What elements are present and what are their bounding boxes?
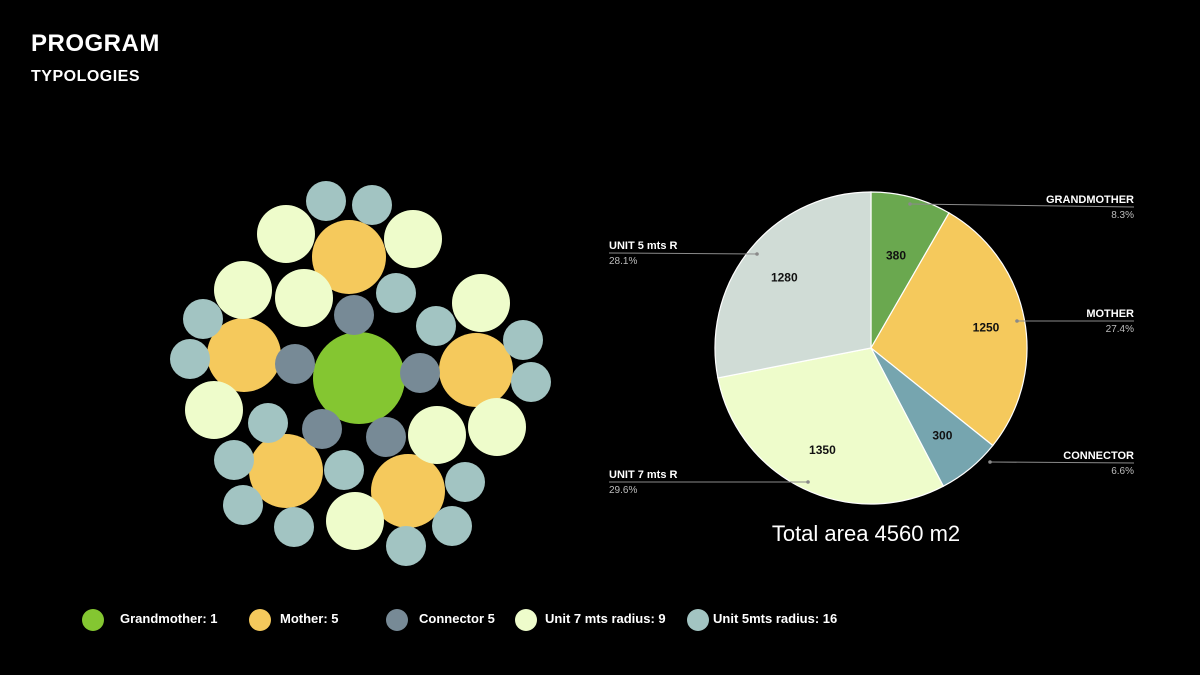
unit5-circle (416, 306, 456, 346)
pie-value-label: 380 (886, 249, 906, 263)
unit5-circle (306, 181, 346, 221)
callout-category-label: UNIT 7 mts R (609, 469, 678, 481)
unit5-circle (386, 526, 426, 566)
callout-leader-line (608, 252, 758, 255)
legend-swatch (249, 609, 271, 631)
callout-percentage-label: 6.6% (1111, 466, 1134, 477)
callout-anchor-dot (806, 480, 810, 484)
unit7-circle (326, 492, 384, 550)
unit7-circle (214, 261, 272, 319)
mother-circle (249, 434, 323, 508)
connector-circle (400, 353, 440, 393)
unit5-circle (376, 273, 416, 313)
callout-leader-line (909, 203, 1135, 208)
callout-percentage-label: 27.4% (1106, 324, 1134, 335)
legend-label: Mother: 5 (280, 611, 339, 626)
unit7-circle (185, 381, 243, 439)
legend-label: Grandmother: 1 (120, 611, 218, 626)
connector-circle (302, 409, 342, 449)
pie-slice-mother (870, 212, 1028, 447)
pie-value-label: 1250 (973, 320, 1000, 334)
unit7-circle (384, 210, 442, 268)
legend-swatch (515, 609, 537, 631)
typology-cluster-diagram (170, 181, 551, 566)
unit5-circle (170, 339, 210, 379)
area-pie-chart: 380 1250 300 1350 1280 (714, 191, 1028, 505)
legend: Grandmother: 1 Mother: 5 Connector 5 Unit 7… (0, 605, 1200, 635)
unit7-circle (275, 269, 333, 327)
callout-percentage-label: 28.1% (609, 256, 637, 267)
unit5-circle (324, 450, 364, 490)
callout-category-label: CONNECTOR (1063, 450, 1134, 462)
callout-anchor-dot (988, 460, 992, 464)
legend-label: Unit 7 mts radius: 9 (545, 611, 666, 626)
unit5-circle (352, 185, 392, 225)
mother-circle (207, 318, 281, 392)
pie-slice-unit-7-mts-r (717, 347, 945, 505)
callout-anchor-dot (908, 202, 912, 206)
page-subtitle: TYPOLOGIES (31, 68, 141, 85)
connector-circle (275, 344, 315, 384)
pie-slice-unit-5-mts-r (714, 191, 872, 379)
legend-swatch (687, 609, 709, 631)
page-title: PROGRAM (31, 30, 160, 57)
callout-category-label: UNIT 5 mts R (609, 240, 678, 252)
mother-circle (312, 220, 386, 294)
unit5-circle (223, 485, 263, 525)
legend-swatch (386, 609, 408, 631)
unit5-circle (248, 403, 288, 443)
unit7-circle (452, 274, 510, 332)
unit7-circle (468, 398, 526, 456)
pie-callouts: GRANDMOTHER 8.3% MOTHER 27.4% CONNECTOR 6.6% U… (608, 194, 1135, 496)
callout-category-label: GRANDMOTHER (1046, 194, 1134, 206)
unit7-circle (257, 205, 315, 263)
pie-value-label: 1350 (809, 443, 836, 457)
mother-circle (439, 333, 513, 407)
connector-circle (334, 295, 374, 335)
unit7-circle (408, 406, 466, 464)
grandmother-circle (313, 332, 405, 424)
unit5-circle (274, 507, 314, 547)
pie-value-label: 1280 (771, 271, 798, 285)
mother-circle (371, 454, 445, 528)
legend-swatch (82, 609, 104, 631)
unit5-circle (183, 299, 223, 339)
connector-circle (366, 417, 406, 457)
legend-label: Unit 5mts radius: 16 (713, 611, 838, 626)
callout-percentage-label: 29.6% (609, 485, 637, 496)
callout-leader-line (989, 461, 1135, 464)
pie-value-label: 300 (932, 429, 952, 443)
callout-anchor-dot (1015, 319, 1019, 323)
callout-category-label: MOTHER (1086, 308, 1134, 320)
unit5-circle (432, 506, 472, 546)
legend-label: Connector 5 (419, 611, 495, 626)
chart-title: Total area 4560 m2 (772, 521, 960, 546)
callout-anchor-dot (755, 252, 759, 256)
unit5-circle (445, 462, 485, 502)
callout-percentage-label: 8.3% (1111, 210, 1134, 221)
unit5-circle (503, 320, 543, 360)
unit5-circle (511, 362, 551, 402)
unit5-circle (214, 440, 254, 480)
